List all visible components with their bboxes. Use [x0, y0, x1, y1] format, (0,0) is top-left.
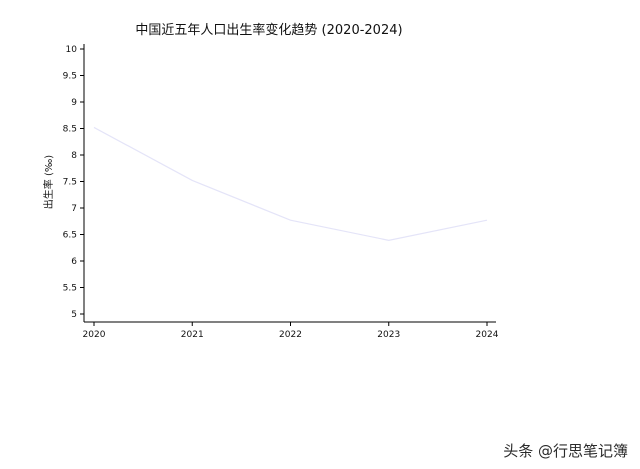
- y-tick-group: 5 5.5 6 6.5 7 7.5 8 8.5 9 9.5 10: [63, 45, 84, 320]
- y-tick-label: 5.5: [63, 284, 77, 294]
- x-tick-group: 2020 2021 2022 2023 2024: [83, 322, 499, 340]
- y-tick-label: 7: [71, 204, 77, 214]
- y-tick-label: 9.5: [63, 72, 77, 82]
- watermark-text: 头条 @行思笔记簿: [503, 442, 628, 460]
- x-tick-label: 2024: [476, 330, 499, 340]
- series-line: [93, 126, 488, 241]
- y-tick-label: 6: [71, 257, 77, 267]
- x-tick-label: 2022: [279, 330, 302, 340]
- y-tick-label: 9: [71, 98, 77, 108]
- x-tick-label: 2021: [181, 330, 204, 340]
- y-axis-label: 出生率 (‰): [42, 155, 55, 209]
- y-tick-label: 8: [71, 151, 77, 161]
- y-tick-label: 8.5: [63, 125, 77, 135]
- series-group: [93, 126, 488, 241]
- x-tick-label: 2020: [83, 330, 106, 340]
- x-tick-label: 2023: [377, 330, 400, 340]
- y-tick-label: 6.5: [63, 231, 77, 241]
- y-tick-label: 5: [71, 310, 77, 320]
- y-tick-label: 10: [66, 45, 78, 55]
- chart-title: 中国近五年人口出生率变化趋势 (2020-2024): [135, 22, 402, 38]
- y-tick-label: 7.5: [63, 178, 77, 188]
